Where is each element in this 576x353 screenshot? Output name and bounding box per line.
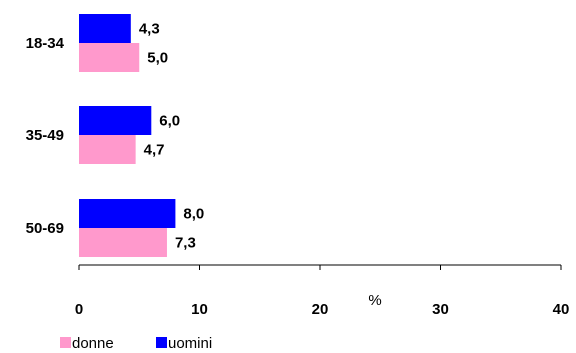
category-label: 35-49 bbox=[26, 127, 64, 144]
x-tick-label: 10 bbox=[191, 301, 208, 318]
data-label: 7,3 bbox=[175, 235, 196, 252]
legend-swatch-donne bbox=[60, 337, 71, 348]
bar-donne-18-34 bbox=[79, 43, 140, 72]
legend-label-donne: donne bbox=[72, 335, 114, 352]
bar-uomini-35-49 bbox=[79, 106, 152, 135]
bar-donne-35-49 bbox=[79, 135, 136, 164]
x-tick-label: 20 bbox=[312, 301, 329, 318]
legend: donne uomini bbox=[60, 335, 212, 352]
bar-donne-50-69 bbox=[79, 228, 167, 257]
category-label: 18-34 bbox=[26, 35, 65, 52]
data-label: 4,7 bbox=[144, 142, 165, 159]
bar-uomini-18-34 bbox=[79, 14, 131, 43]
data-label: 4,3 bbox=[139, 21, 160, 38]
x-axis-unit-label: % bbox=[368, 292, 381, 309]
x-axis: 0 10 20 30 40 bbox=[75, 264, 570, 318]
bar-uomini-50-69 bbox=[79, 199, 176, 228]
x-tick-label: 40 bbox=[553, 301, 570, 318]
x-tick-label: 30 bbox=[432, 301, 449, 318]
category-label: 50-69 bbox=[26, 220, 64, 237]
data-label: 5,0 bbox=[147, 50, 168, 67]
data-label: 8,0 bbox=[183, 206, 204, 223]
legend-label-uomini: uomini bbox=[168, 335, 212, 352]
data-label: 6,0 bbox=[159, 113, 180, 130]
bars-layer: 18-34 4,3 5,0 35-49 6,0 4,7 50-69 8,0 7,3 bbox=[26, 14, 204, 257]
legend-swatch-uomini bbox=[156, 337, 167, 348]
x-tick-label: 0 bbox=[75, 301, 83, 318]
